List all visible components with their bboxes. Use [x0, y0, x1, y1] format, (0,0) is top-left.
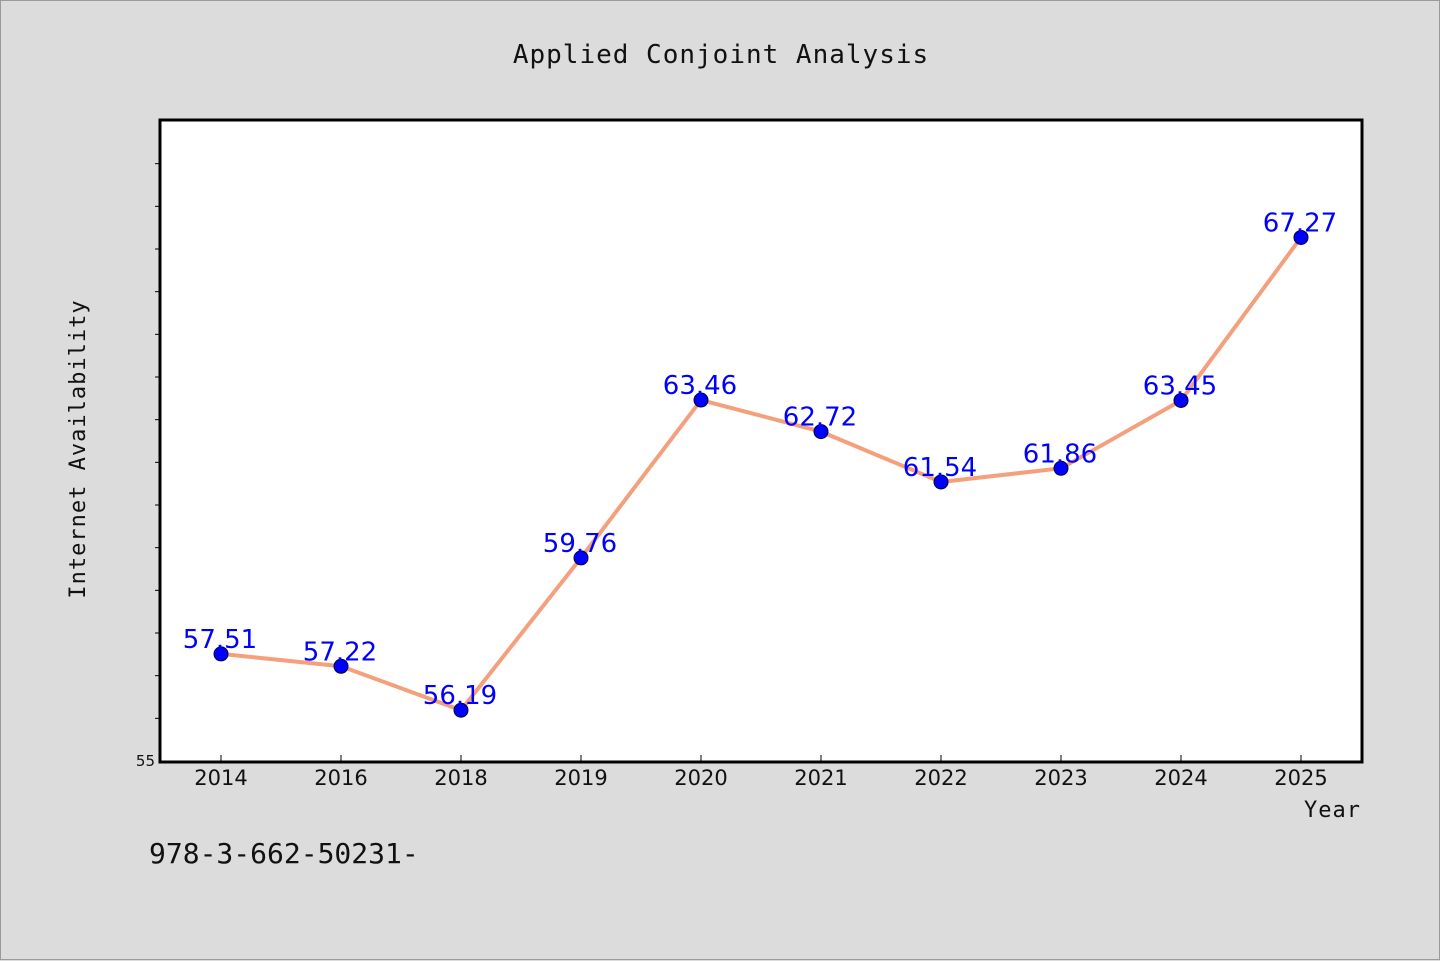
data-point	[813, 424, 829, 440]
x-tick-label: 2024	[1154, 766, 1207, 790]
footnote-isbn: 978-3-662-50231-	[149, 837, 419, 870]
data-label: 57.51	[183, 625, 257, 655]
x-axis-label: Year	[1304, 798, 1361, 823]
x-tick-label: 2019	[554, 766, 607, 790]
y-axis-ticks: 55	[136, 163, 160, 770]
data-labels: 57.51 57.22 56.19 59.76 63.46 62.72 61.54 61.86…	[183, 208, 1337, 711]
x-tick-label: 2020	[674, 766, 727, 790]
x-axis-ticks: 2014 2016 2018 2019 2020 2021 2022 2023 2024 2025	[194, 755, 1328, 790]
x-tick-label: 2022	[914, 766, 967, 790]
x-tick-label: 2014	[194, 766, 247, 790]
data-label: 67.27	[1263, 208, 1337, 238]
x-tick-label: 2018	[434, 766, 487, 790]
data-point	[1053, 460, 1069, 476]
series-layer	[213, 229, 1309, 718]
x-tick-label: 2021	[794, 766, 847, 790]
data-label: 56.19	[423, 681, 497, 711]
x-tick-label: 2023	[1034, 766, 1087, 790]
data-point	[933, 474, 949, 490]
data-label: 63.45	[1143, 371, 1217, 401]
x-tick-label: 2025	[1274, 766, 1327, 790]
data-label: 59.76	[543, 529, 617, 559]
data-point	[213, 646, 229, 662]
data-point	[1173, 392, 1189, 408]
chart-title: Applied Conjoint Analysis	[513, 40, 929, 70]
data-label: 63.46	[663, 371, 737, 401]
data-label: 61.86	[1023, 439, 1097, 469]
data-label: 57.22	[303, 637, 377, 667]
series-line	[219, 235, 1303, 713]
data-point	[333, 658, 349, 674]
data-point	[453, 702, 469, 718]
plot-area	[158, 118, 1364, 764]
x-tick-label: 2016	[314, 766, 367, 790]
y-axis-label: Internet Availability	[66, 299, 91, 598]
data-point	[573, 550, 589, 566]
data-label: 62.72	[783, 403, 857, 433]
data-label: 61.54	[903, 453, 977, 483]
data-point	[693, 392, 709, 408]
y-tick-label: 55	[136, 752, 155, 770]
data-point	[1293, 229, 1309, 245]
